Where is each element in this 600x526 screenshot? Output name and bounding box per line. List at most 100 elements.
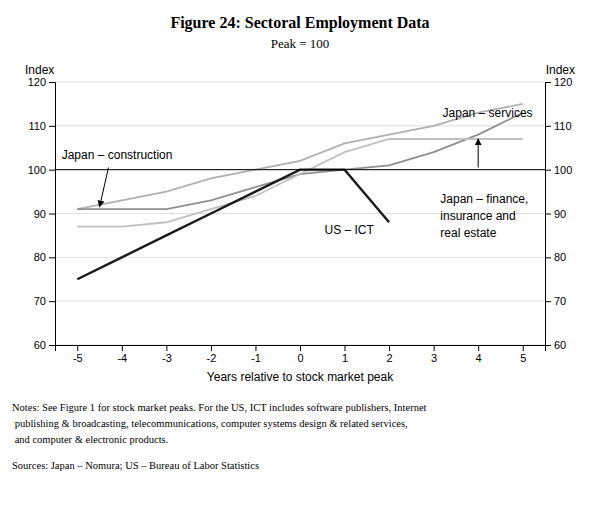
tick: -4 xyxy=(117,345,127,364)
tick: 0 xyxy=(297,345,303,364)
tick: 90 xyxy=(545,208,566,220)
background xyxy=(0,0,600,526)
sources: Sources: Japan – Nomura; US – Bureau of … xyxy=(12,460,259,471)
annotation-line: real estate xyxy=(440,226,496,240)
tick: 80 xyxy=(34,251,55,263)
tick-mark xyxy=(255,345,256,351)
tick-label: 100 xyxy=(28,164,46,176)
tick-mark xyxy=(523,345,524,351)
tick-mark xyxy=(545,301,551,302)
grid xyxy=(55,82,545,345)
x-axis-title: Years relative to stock market peak xyxy=(207,370,394,384)
note: publishing & broadcasting, telecommunica… xyxy=(12,418,408,429)
y-axis-title: Index xyxy=(25,63,54,77)
axis-line xyxy=(546,83,552,346)
tick-label: -2 xyxy=(207,352,217,364)
tick-label: -4 xyxy=(117,352,127,364)
annotation-line: insurance and xyxy=(440,209,515,223)
annotation-line: US – ICT xyxy=(325,223,375,237)
grid-line xyxy=(55,82,545,83)
annotation: Japan – construction xyxy=(62,148,173,162)
annotation-arrow xyxy=(478,139,479,167)
notes: Notes: See Figure 1 for stock market pea… xyxy=(12,402,427,471)
chart-container: Figure 24: Sectoral Employment Data Peak … xyxy=(0,0,600,526)
tick-mark xyxy=(300,345,301,351)
tick-label: 80 xyxy=(554,251,566,263)
tick: 90 xyxy=(34,208,55,220)
tick-mark xyxy=(49,345,55,346)
tick-label: -1 xyxy=(251,352,261,364)
axis-line xyxy=(49,83,56,346)
tick-mark xyxy=(545,170,551,171)
tick-label: 70 xyxy=(34,295,46,307)
plot-area xyxy=(55,104,545,279)
tick: 2 xyxy=(387,345,393,364)
tick: 1 xyxy=(342,345,348,364)
tick-mark xyxy=(211,345,212,351)
tick: -3 xyxy=(162,345,172,364)
tick-mark xyxy=(122,345,123,351)
annotation: Japan – finance, insurance and real estate xyxy=(440,192,528,240)
tick-mark xyxy=(49,214,55,215)
series-line xyxy=(77,170,389,280)
annotation-line: Japan – services xyxy=(443,106,533,120)
tick-mark xyxy=(545,257,551,258)
tick: 80 xyxy=(545,251,566,263)
tick-mark xyxy=(545,126,551,127)
grid-line xyxy=(55,257,545,258)
chart-title: Figure 24: Sectoral Employment Data xyxy=(170,14,429,32)
tick: 70 xyxy=(34,295,55,307)
tick-label: -5 xyxy=(73,352,83,364)
tick-label: 120 xyxy=(554,76,572,88)
x-axis: -5 -4 -3 -2 -1 0 1 2 3 4 5 xyxy=(56,345,546,364)
tick: 110 xyxy=(545,120,572,132)
tick-mark xyxy=(434,345,435,351)
tick: 60 xyxy=(34,339,55,351)
tick-label: 5 xyxy=(520,352,526,364)
tick-label: 90 xyxy=(554,208,566,220)
annotation: Japan – services xyxy=(443,106,533,120)
grid-line xyxy=(55,169,545,170)
annotation: US – ICT xyxy=(325,223,375,237)
tick: 120 xyxy=(28,76,55,88)
chart-subtitle: Peak = 100 xyxy=(271,36,330,51)
tick-label: 80 xyxy=(34,251,46,263)
tick-mark xyxy=(545,345,551,346)
tick-mark xyxy=(49,82,55,83)
y2-axis-title: Index xyxy=(546,63,575,77)
tick: 60 xyxy=(545,339,566,351)
tick-mark xyxy=(49,126,55,127)
annotation-line: Japan – construction xyxy=(62,148,173,162)
grid-line xyxy=(55,125,545,126)
tick-label: 60 xyxy=(34,339,46,351)
tick-mark xyxy=(545,82,551,83)
y2-axis: 60 70 80 90 100 110 120 xyxy=(545,76,572,351)
tick: 4 xyxy=(476,345,482,364)
tick-label: 100 xyxy=(554,164,572,176)
tick: 5 xyxy=(520,345,526,364)
axis-line xyxy=(56,346,546,352)
tick: 70 xyxy=(545,295,566,307)
tick: 100 xyxy=(545,164,572,176)
tick-mark xyxy=(49,170,55,171)
grid-line xyxy=(55,301,545,302)
y-axis: 60 70 80 90 100 110 120 xyxy=(28,76,56,351)
tick-label: 60 xyxy=(554,339,566,351)
chart-svg: Figure 24: Sectoral Employment Data Peak … xyxy=(0,0,600,526)
tick-label: 70 xyxy=(554,295,566,307)
tick-mark xyxy=(389,345,390,351)
annotations: Japan – services Japan – construction US –… xyxy=(62,106,533,240)
tick: -2 xyxy=(207,345,217,364)
annotation-line: Japan – finance, xyxy=(440,192,528,206)
tick-label: 2 xyxy=(387,352,393,364)
tick-label: 3 xyxy=(431,352,437,364)
tick-label: 4 xyxy=(476,352,482,364)
tick-mark xyxy=(345,345,346,351)
tick: 110 xyxy=(28,120,55,132)
tick-label: 110 xyxy=(554,120,572,132)
tick-mark xyxy=(478,345,479,351)
tick-label: -3 xyxy=(162,352,172,364)
tick: 3 xyxy=(431,345,437,364)
tick: -5 xyxy=(73,345,83,364)
tick: 100 xyxy=(28,164,55,176)
